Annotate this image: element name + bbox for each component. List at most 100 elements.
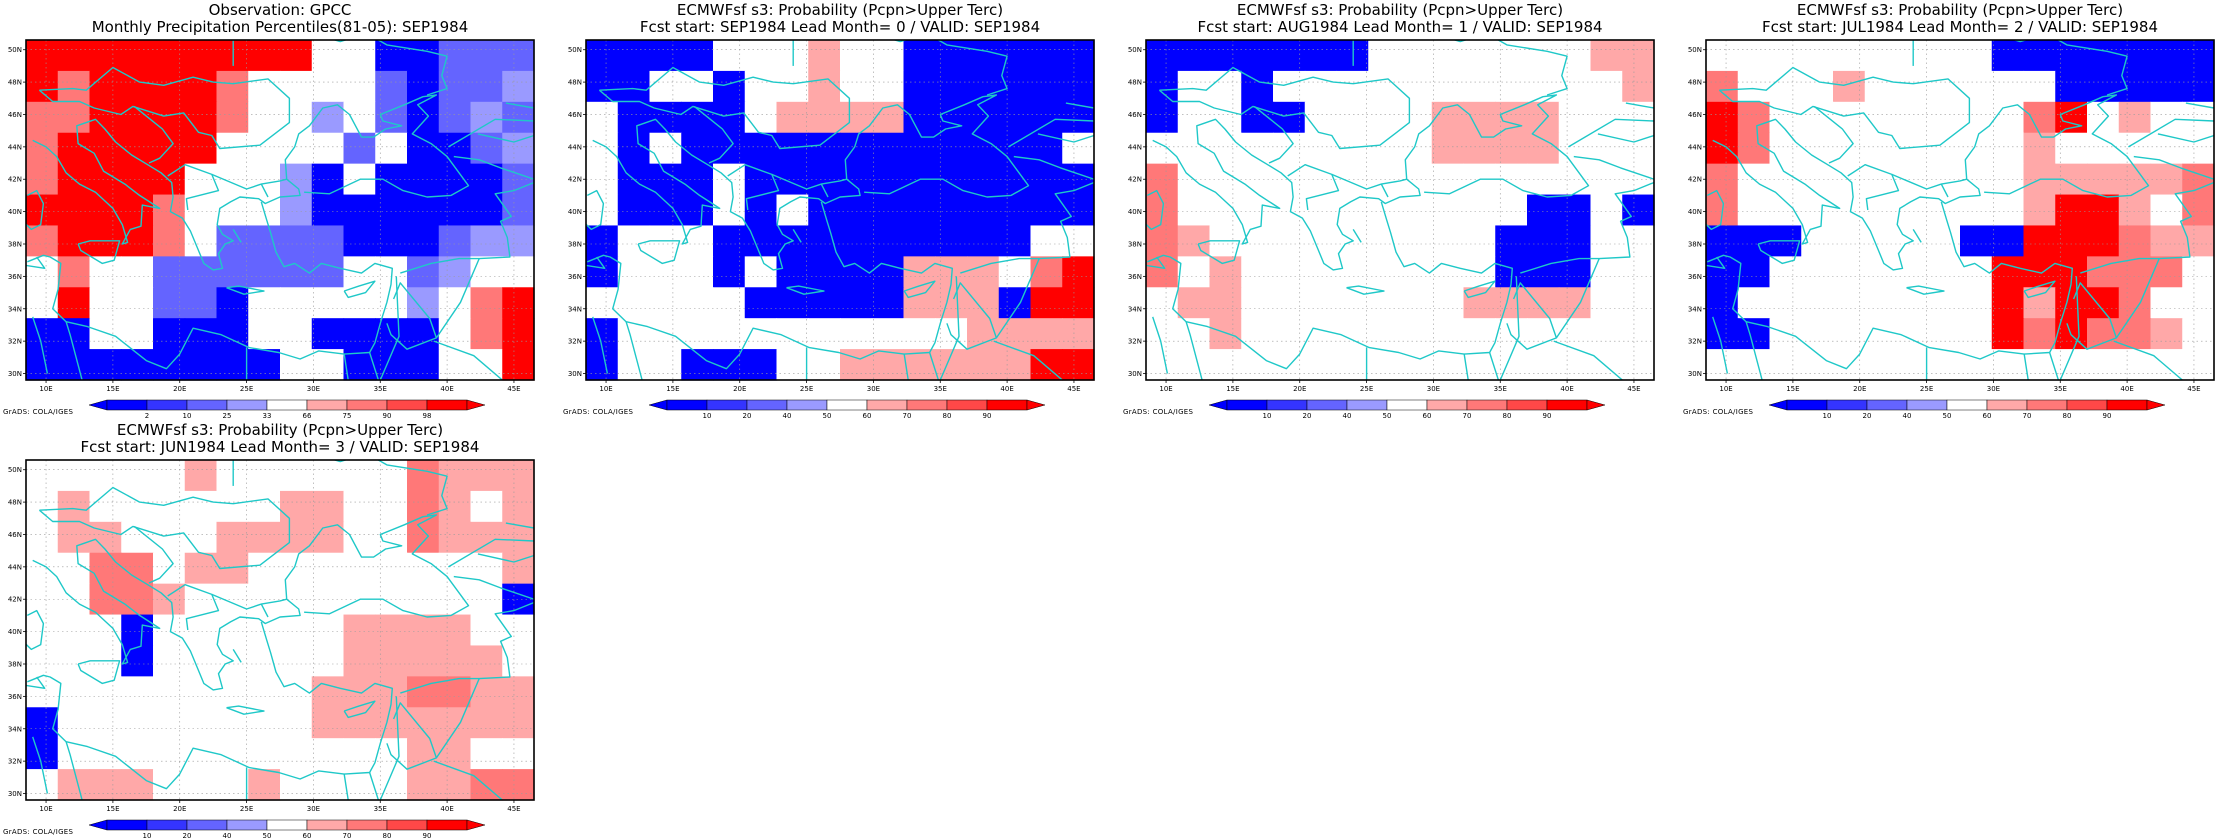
panel-title-line2: Fcst start: AUG1984 Lead Month= 1 / VALI… — [1197, 18, 1603, 36]
colorbar-label: 66 — [303, 412, 312, 420]
grid-cell — [1864, 132, 1898, 165]
grid-cell — [407, 676, 440, 708]
grid-cell — [1706, 287, 1739, 319]
grid-cell — [1864, 101, 1898, 134]
grid-cell — [407, 460, 440, 492]
grid-cell — [248, 490, 281, 523]
graticule — [1146, 40, 1654, 380]
grid-cell — [407, 707, 440, 739]
grid-cell — [89, 738, 122, 770]
grid-cell — [216, 349, 249, 381]
grid-cell — [2055, 194, 2088, 227]
grid-cell — [1706, 101, 1739, 134]
grid-cell — [1737, 101, 1771, 134]
grid-cell — [2023, 287, 2056, 319]
grid-cell — [1431, 225, 1465, 257]
colorbar-label: 80 — [1503, 412, 1512, 420]
grid-cell — [967, 101, 1000, 134]
grid-cell — [343, 521, 376, 554]
grid-cell — [1769, 40, 1802, 72]
grid-cell — [935, 287, 968, 319]
lon-tick-label: 35E — [934, 385, 947, 393]
colorbar-label: 40 — [783, 412, 792, 420]
grid-cell — [1833, 318, 1866, 350]
lat-tick-label: 32N — [8, 338, 22, 346]
grid-cell — [871, 287, 905, 319]
grid-cell — [57, 287, 91, 319]
colorbar-label: 40 — [223, 832, 232, 840]
grid-cell — [26, 676, 59, 708]
grid-cell — [1146, 101, 1179, 134]
grid-cell — [1241, 194, 1274, 227]
grid-cell — [1527, 194, 1560, 227]
grid-cell — [1527, 318, 1560, 350]
grid-cell — [2182, 70, 2215, 103]
grid-cell — [1706, 70, 1739, 103]
grid-cell — [1209, 70, 1242, 103]
grid-cell — [438, 769, 472, 801]
grid-cell — [470, 101, 503, 134]
grid-cell — [1737, 40, 1771, 72]
grid-cell — [1463, 101, 1496, 134]
grid-cell — [184, 676, 218, 708]
grid-cell — [1864, 70, 1898, 103]
grid-cell — [1030, 40, 1063, 72]
grid-cell — [311, 738, 345, 770]
grid-cell — [1368, 132, 1401, 165]
grid-cell — [1400, 194, 1433, 227]
grid-cell — [713, 101, 746, 134]
grid-cell — [1833, 194, 1866, 227]
grid-cell — [1737, 70, 1771, 103]
grid-cell — [502, 40, 535, 72]
grads-credit: GrADS: COLA/IGES — [3, 828, 74, 836]
lon-tick-label: 30E — [1987, 385, 2000, 393]
grid-cell — [470, 676, 503, 708]
grid-cell — [1241, 132, 1274, 165]
grid-cell — [1431, 194, 1465, 227]
lat-tick-label: 42N — [8, 176, 22, 184]
grid-cell — [1209, 40, 1242, 72]
grid-cell — [1991, 287, 2025, 319]
grid-cell — [153, 101, 186, 134]
grid-cell — [57, 645, 91, 677]
grid-cell — [1864, 194, 1898, 227]
grid-cell — [1241, 225, 1274, 257]
colorbar-label: 50 — [1943, 412, 1952, 420]
grid-cell — [1737, 132, 1771, 165]
grid-cell — [89, 614, 122, 647]
grid-cell — [1304, 40, 1338, 72]
grid-cell — [1209, 101, 1242, 134]
grid-cell — [1896, 349, 1929, 381]
lat-tick-label: 32N — [8, 758, 22, 766]
grid-cell — [1737, 225, 1771, 257]
grid-cell — [1558, 194, 1592, 227]
grid-cell — [776, 163, 809, 196]
precip-map: 30N 32N 34N 36N 38N 40N 42N 44N 46N 48N 50N 10E 15E 2… — [8, 39, 535, 420]
grid-cell — [998, 101, 1032, 134]
grid-cell — [1928, 349, 1961, 381]
grid-cell — [1463, 287, 1496, 319]
grid-cell — [26, 287, 59, 319]
colorbar: 10 20 40 50 60 70 80 90 — [648, 399, 1046, 420]
grid-cell — [216, 583, 249, 616]
grid-cell — [502, 287, 535, 319]
grid-cell — [280, 225, 313, 257]
grid-cell — [407, 552, 440, 585]
grid-cell — [2118, 194, 2152, 227]
grid-cell — [2023, 194, 2056, 227]
grid-cell — [89, 194, 122, 227]
grid-cell — [1864, 349, 1898, 381]
grid-cell — [998, 287, 1032, 319]
grid-cell — [1737, 349, 1771, 381]
grid-cell — [1769, 349, 1802, 381]
grid-cell — [407, 614, 440, 647]
grid-cell — [1622, 163, 1655, 196]
grid-cell — [649, 349, 682, 381]
grid-cell — [184, 769, 218, 801]
grid-cell — [2087, 101, 2120, 134]
lon-tick-label: 45E — [507, 385, 520, 393]
lon-tick-label: 40E — [440, 385, 453, 393]
grid-cell — [26, 645, 59, 677]
grid-cell — [1400, 70, 1433, 103]
grid-cell — [121, 490, 154, 523]
